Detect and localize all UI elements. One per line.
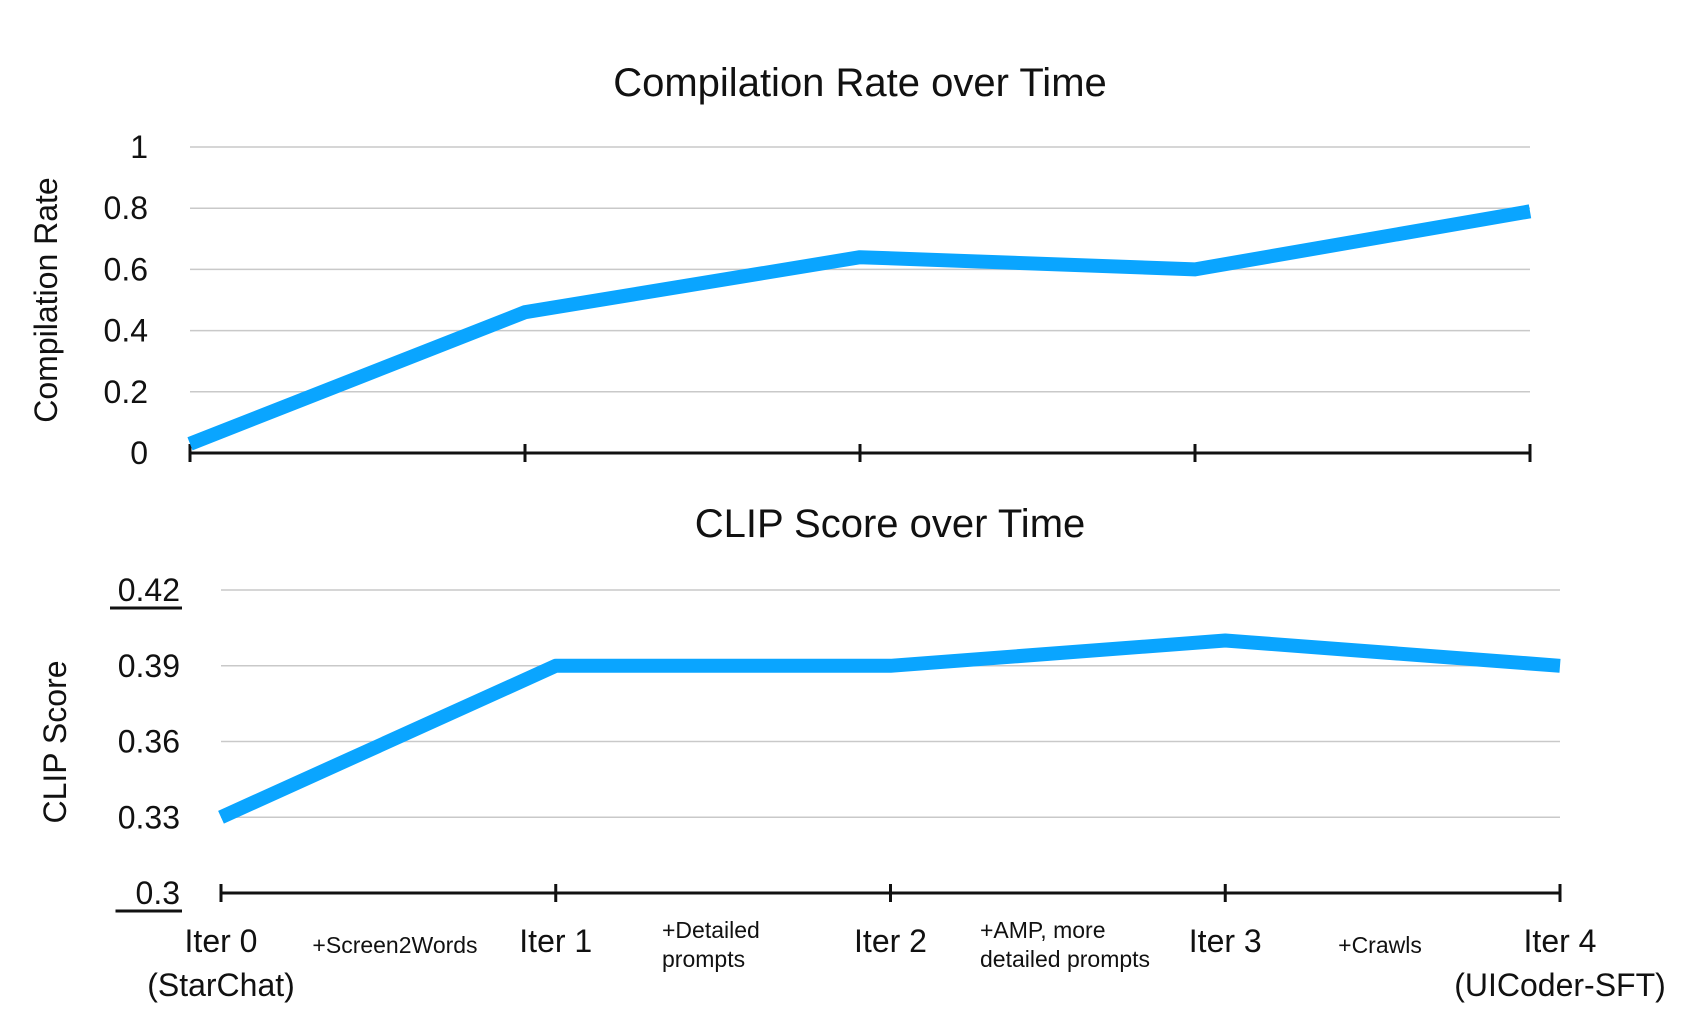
data-point: [524, 311, 526, 313]
data-point: [1559, 665, 1561, 667]
x-tick-label: Iter 0: [185, 923, 258, 959]
transition-note: prompts: [662, 946, 745, 972]
y-tick-label: 0.4: [104, 313, 148, 349]
y-tick-label: 0.42: [118, 572, 180, 608]
y-tick-label: 1: [130, 129, 148, 165]
chart-title: CLIP Score over Time: [695, 502, 1086, 546]
chart-panel-2: CLIP Score over Time CLIP Score 0.3 0.33 0.3…: [37, 502, 1562, 913]
data-point: [1194, 268, 1196, 270]
data-point: [890, 665, 892, 667]
transition-note: +Detailed: [662, 917, 760, 943]
y-axis-label: CLIP Score: [37, 660, 73, 823]
series-line: [218, 633, 1561, 824]
transition-note: +Crawls: [1338, 932, 1422, 958]
data-point: [1224, 640, 1226, 642]
y-tick-label: 0.33: [118, 799, 180, 835]
data-point: [1529, 210, 1531, 212]
y-tick-label: 0.8: [104, 190, 148, 226]
chart-panel-1: Compilation Rate over Time Compilation Ra…: [28, 61, 1532, 471]
data-point: [859, 256, 861, 258]
x-tick-sublabel: (UICoder-SFT): [1454, 967, 1666, 1003]
transition-notes: +Screen2Words +Detailed prompts +AMP, more d…: [312, 917, 1421, 972]
transition-note: +AMP, more: [980, 917, 1106, 943]
x-axis-labels: Iter 0 (StarChat) Iter 1 Iter 2 Iter 3 Iter 4…: [147, 923, 1666, 1003]
y-tick-label: 0.36: [118, 724, 180, 760]
data-point: [189, 443, 191, 445]
x-tick-label: Iter 2: [854, 923, 927, 959]
chart-title: Compilation Rate over Time: [613, 61, 1107, 105]
x-tick-label: Iter 3: [1189, 923, 1262, 959]
y-tick-label: 0.39: [118, 648, 180, 684]
y-tick-label: 0.6: [104, 251, 148, 287]
x-tick-sublabel: (StarChat): [147, 967, 295, 1003]
series-line: [187, 204, 1532, 451]
y-axis-label: Compilation Rate: [28, 177, 64, 422]
y-tick-label: 0.2: [104, 374, 148, 410]
data-point: [220, 816, 222, 818]
x-tick-label: Iter 1: [519, 923, 592, 959]
y-tick-label: 0.3: [136, 875, 180, 911]
data-point: [555, 665, 557, 667]
transition-note: +Screen2Words: [312, 932, 477, 958]
x-tick-label: Iter 4: [1524, 923, 1597, 959]
transition-note: detailed prompts: [980, 946, 1150, 972]
y-tick-label: 0: [130, 435, 148, 471]
